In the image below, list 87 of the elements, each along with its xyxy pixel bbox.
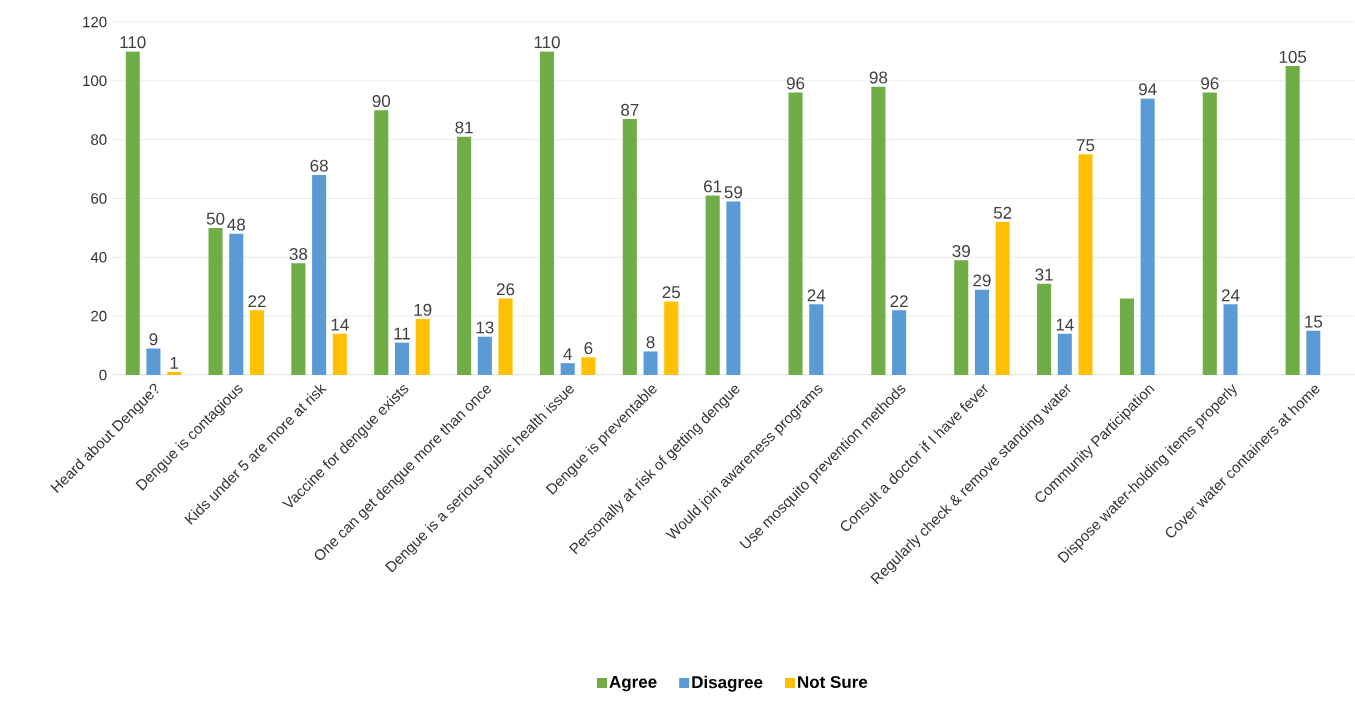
legend-label: Not Sure (798, 676, 868, 689)
bar (208, 227, 223, 375)
data-label: 24 (1221, 289, 1240, 302)
y-tick-label: 0 (99, 369, 107, 381)
bar (457, 136, 472, 375)
data-label: 26 (496, 283, 515, 296)
bar (1078, 154, 1093, 375)
bar (892, 310, 907, 375)
bar (622, 119, 637, 375)
bar (291, 263, 306, 375)
bar (1202, 92, 1217, 375)
data-label: 90 (372, 95, 391, 108)
data-label: 94 (1139, 83, 1157, 96)
bar (394, 342, 410, 375)
bar (1140, 98, 1155, 375)
bar (995, 222, 1010, 375)
y-tick-label: 40 (90, 252, 107, 263)
bar (332, 333, 347, 375)
bar (146, 348, 161, 375)
data-label: 110 (534, 36, 560, 49)
bar (167, 372, 182, 375)
bar (374, 110, 389, 375)
data-label: 4 (563, 348, 572, 361)
data-label: 9 (149, 333, 158, 346)
data-label: 19 (414, 303, 432, 316)
bar (1223, 304, 1238, 375)
data-label: 22 (248, 295, 266, 308)
bar (1057, 333, 1072, 375)
data-label: 11 (394, 327, 410, 340)
legend-label: Disagree (692, 675, 763, 692)
bar (560, 363, 575, 375)
data-label: 110 (120, 36, 146, 49)
bar (1285, 66, 1300, 375)
data-label: 14 (1056, 318, 1074, 331)
data-label: 68 (310, 159, 328, 172)
bar (664, 301, 679, 375)
bar (477, 336, 492, 375)
data-label: 96 (1201, 77, 1219, 90)
bar (871, 86, 886, 375)
data-label: 52 (993, 206, 1012, 219)
data-label: 24 (807, 289, 826, 302)
data-label: 31 (1035, 268, 1053, 281)
data-label: 96 (786, 77, 805, 90)
bar (1306, 330, 1321, 375)
y-tick-label: 120 (83, 16, 107, 28)
data-label: 38 (289, 247, 308, 261)
data-label: 22 (890, 295, 908, 308)
data-label: 59 (724, 186, 743, 199)
data-label: 98 (869, 71, 888, 84)
bar (954, 260, 969, 375)
bar (1037, 283, 1052, 375)
bar (581, 357, 596, 375)
data-label: 13 (476, 321, 494, 334)
data-label: 6 (584, 342, 593, 355)
y-tick-label: 60 (91, 193, 107, 204)
bar (498, 298, 513, 375)
bar (229, 233, 244, 375)
bar (1119, 298, 1134, 375)
data-label: 39 (952, 245, 970, 258)
data-label: 81 (455, 121, 473, 134)
bar (539, 51, 555, 375)
data-label: 14 (331, 318, 349, 331)
bar (726, 201, 741, 375)
data-label: 87 (621, 103, 639, 116)
bar (312, 174, 327, 375)
bar (415, 319, 430, 375)
bar (643, 351, 658, 375)
data-label: 48 (227, 218, 245, 231)
data-label: 15 (1305, 315, 1323, 328)
bar (125, 51, 140, 375)
y-tick-label: 100 (83, 75, 107, 87)
y-tick-label: 80 (91, 134, 107, 145)
data-label: 50 (206, 212, 225, 225)
data-label: 105 (1279, 50, 1307, 63)
legend-label: Agree (609, 676, 657, 692)
bar (788, 92, 803, 375)
data-label: 1 (170, 357, 179, 369)
data-label: 25 (662, 286, 680, 299)
data-label: 61 (704, 180, 722, 193)
bar (974, 289, 989, 375)
bar (809, 304, 824, 375)
data-label: 75 (1076, 139, 1095, 152)
data-label: 8 (646, 336, 655, 349)
bar (705, 195, 720, 375)
bar (249, 310, 265, 375)
y-tick-label: 20 (91, 310, 107, 322)
data-label: 29 (973, 274, 991, 287)
